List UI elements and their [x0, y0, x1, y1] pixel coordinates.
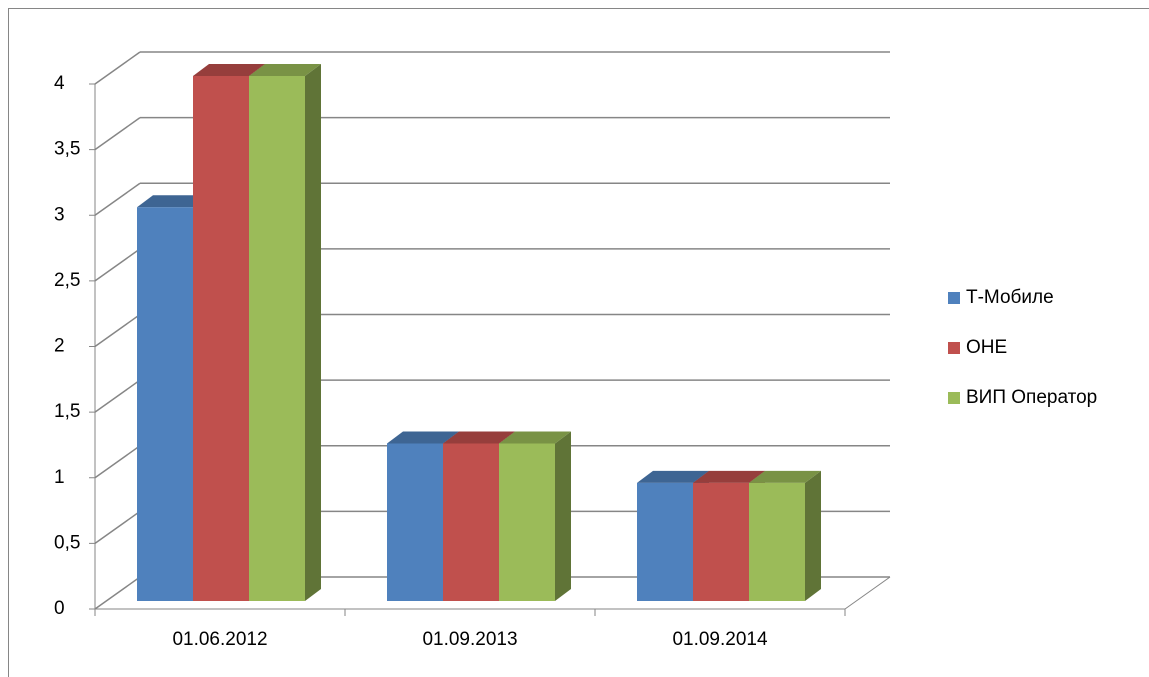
bar: [637, 482, 693, 601]
legend-swatch: [948, 342, 960, 354]
grid-line-side: [94, 182, 141, 216]
bar: [193, 76, 249, 601]
grid-line-side: [94, 510, 141, 544]
bar: [749, 482, 805, 601]
y-tick-label: 2,5: [54, 270, 80, 291]
grid-line-side: [94, 379, 141, 413]
legend-label: ВИП Оператор: [966, 387, 1097, 408]
bar: [693, 482, 749, 601]
bar: [137, 207, 193, 601]
bar-top: [499, 431, 571, 444]
x-tick-label: 01.06.2012: [172, 629, 267, 650]
legend-label: Т-Мобиле: [966, 287, 1054, 308]
bar-top: [443, 431, 515, 444]
grid-line-side: [94, 248, 141, 282]
y-tick-label: 3,5: [54, 139, 80, 160]
chart-border: [8, 8, 1149, 677]
y-tick-label: 1,5: [54, 401, 80, 422]
bar-top: [387, 431, 459, 444]
bar-side: [305, 64, 321, 601]
bar-top: [137, 195, 209, 208]
y-tick-label: 4: [54, 73, 65, 94]
x-tick-label: 01.09.2013: [422, 629, 517, 650]
bar-top: [749, 470, 821, 483]
legend-swatch: [948, 392, 960, 404]
floor-edge: [844, 576, 891, 610]
legend-swatch: [948, 292, 960, 304]
bar: [249, 76, 305, 601]
bar-side: [555, 431, 571, 601]
bar: [387, 443, 443, 601]
bar-top: [249, 64, 321, 76]
y-tick-label: 3: [54, 204, 65, 225]
bar-top: [193, 64, 265, 76]
y-tick-label: 1: [54, 467, 65, 488]
grid-line-side: [94, 445, 141, 479]
y-tick-label: 0,5: [54, 532, 80, 553]
grid-line-side: [94, 117, 141, 151]
grid-line-side: [94, 51, 141, 85]
bar-top: [637, 470, 709, 483]
y-tick-label: 2: [54, 336, 65, 357]
legend-label: ОНЕ: [966, 337, 1007, 358]
x-tick-label: 01.09.2014: [672, 629, 768, 650]
grid-line-side: [94, 313, 141, 348]
bar-top: [693, 470, 765, 483]
y-tick-label: 0: [54, 598, 65, 619]
bar: [499, 443, 555, 601]
grid-line-side: [94, 576, 141, 610]
bar-side: [805, 470, 821, 601]
bar: [443, 443, 499, 601]
